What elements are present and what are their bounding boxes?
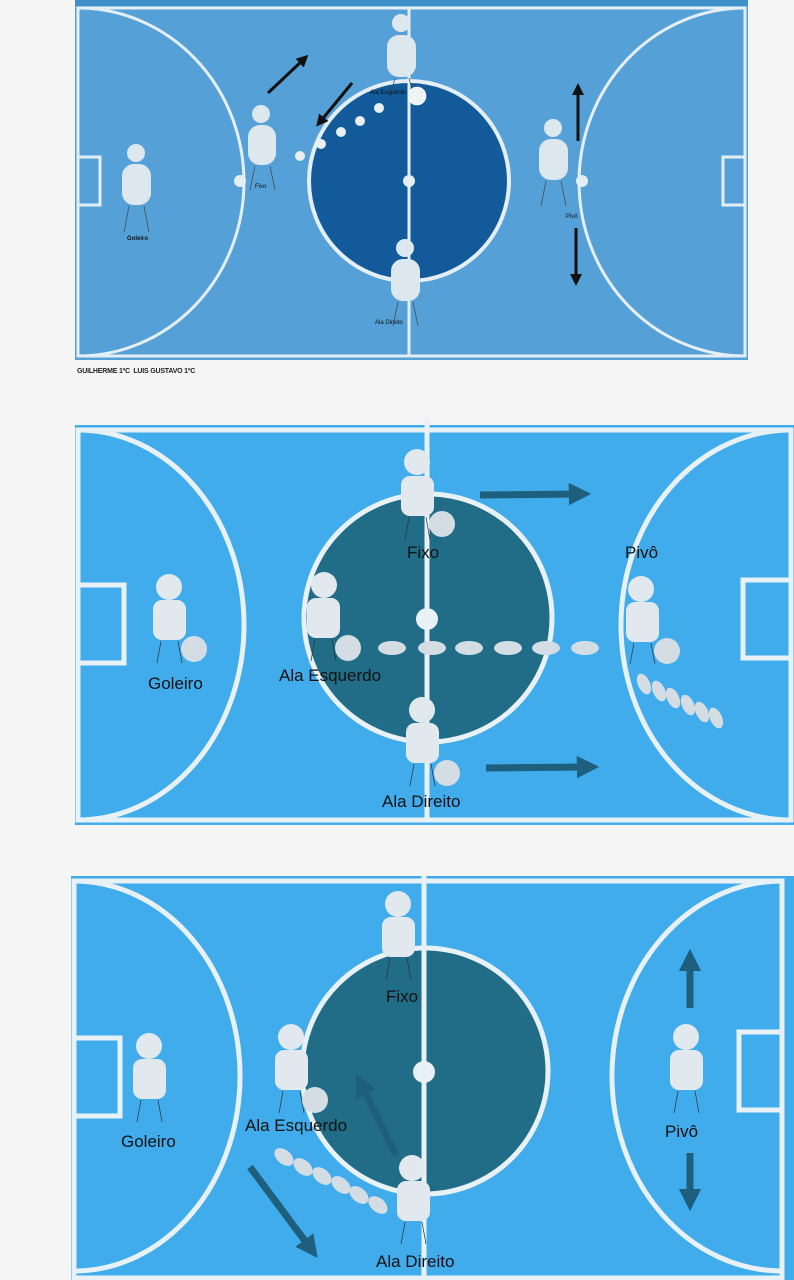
player-fixo: Fixo	[401, 449, 455, 562]
player-label: Ala Esquerdo	[279, 666, 381, 685]
court-1: Goleiro Fixo Ala Esquerdo Ala Direito Pi…	[75, 0, 748, 360]
court-1-left-goal	[76, 155, 102, 207]
player-ala-esquerdo: Ala Esquerdo	[245, 1024, 347, 1135]
credits-text: GUILHERME 1ºC LUIS GUSTAVO 1ºC	[77, 368, 196, 375]
player-goleiro: Goleiro	[121, 1033, 176, 1151]
court-1-penalty-spot-right	[576, 175, 588, 187]
player-label: Ala Esquerdo	[245, 1116, 347, 1135]
player-ala-esquerdo: Ala Esquerdo	[370, 14, 427, 106]
court-2-left-goal	[75, 582, 127, 666]
court-1-right-goal	[721, 155, 747, 207]
player-label: Goleiro	[127, 236, 148, 242]
arrow-fixo-forward	[266, 54, 309, 95]
court-2-left-area	[77, 427, 247, 823]
player-label: Goleiro	[121, 1132, 176, 1151]
arrow-ala-direito-cut	[355, 1073, 400, 1157]
court-1-penalty-spot-left	[234, 175, 246, 187]
arrow-pass-back	[316, 82, 354, 127]
player-label: Goleiro	[148, 674, 203, 693]
player-label: Pivô	[625, 543, 658, 562]
court-3-left-goal	[71, 1035, 123, 1119]
player-fixo: Fixo	[248, 105, 276, 191]
player-pivo: Pivô	[539, 119, 578, 220]
player-label: Pivô	[665, 1122, 698, 1141]
court-2-right-goal	[740, 577, 794, 661]
player-ala-direito: Ala Direito	[376, 1155, 454, 1271]
court-2: Fixo Pivô Goleiro Ala Esquerdo	[75, 418, 794, 825]
player-label: Ala Direito	[375, 320, 403, 326]
court-2-right-area	[618, 427, 792, 823]
court-3-right-goal	[736, 1029, 785, 1113]
player-ala-direito: Ala Direito	[382, 697, 460, 811]
court-2-ball-path-horizontal	[378, 641, 599, 655]
player-label: Fixo	[407, 543, 439, 562]
court-1-center-spot	[403, 175, 415, 187]
court-1-top-band	[75, 0, 748, 6]
player-label: Ala Esquerdo	[370, 90, 407, 96]
court-2-center-spot	[416, 608, 438, 630]
arrow-fixo-run	[479, 482, 592, 506]
court-3-left-area	[73, 878, 243, 1274]
player-label: Pivô	[566, 214, 578, 220]
player-ala-direito: Ala Direito	[375, 239, 420, 327]
player-pivo: Pivô	[625, 543, 680, 665]
player-fixo: Fixo	[382, 891, 418, 1006]
player-goleiro: Goleiro	[148, 574, 207, 693]
player-label: Fixo	[386, 987, 418, 1006]
court-2-ball-path-diagonal	[636, 673, 724, 729]
player-goleiro: Goleiro	[122, 144, 151, 242]
player-label: Ala Direito	[376, 1252, 454, 1271]
player-label: Fixo	[255, 184, 267, 190]
court-3-right-area	[609, 878, 783, 1274]
arrow-ala-esquerdo-run	[247, 1164, 318, 1258]
court-1-ball-path	[295, 103, 384, 161]
court-3: Fixo Goleiro Ala Esquerdo Pivô Ala Direi…	[71, 876, 794, 1280]
court-3-center-spot	[413, 1061, 435, 1083]
court-3-ball-path	[274, 1148, 388, 1214]
arrow-ala-direito-run	[485, 755, 600, 779]
player-pivo: Pivô	[665, 1024, 703, 1141]
player-ala-esquerdo: Ala Esquerdo	[279, 572, 381, 685]
player-label: Ala Direito	[382, 792, 460, 811]
